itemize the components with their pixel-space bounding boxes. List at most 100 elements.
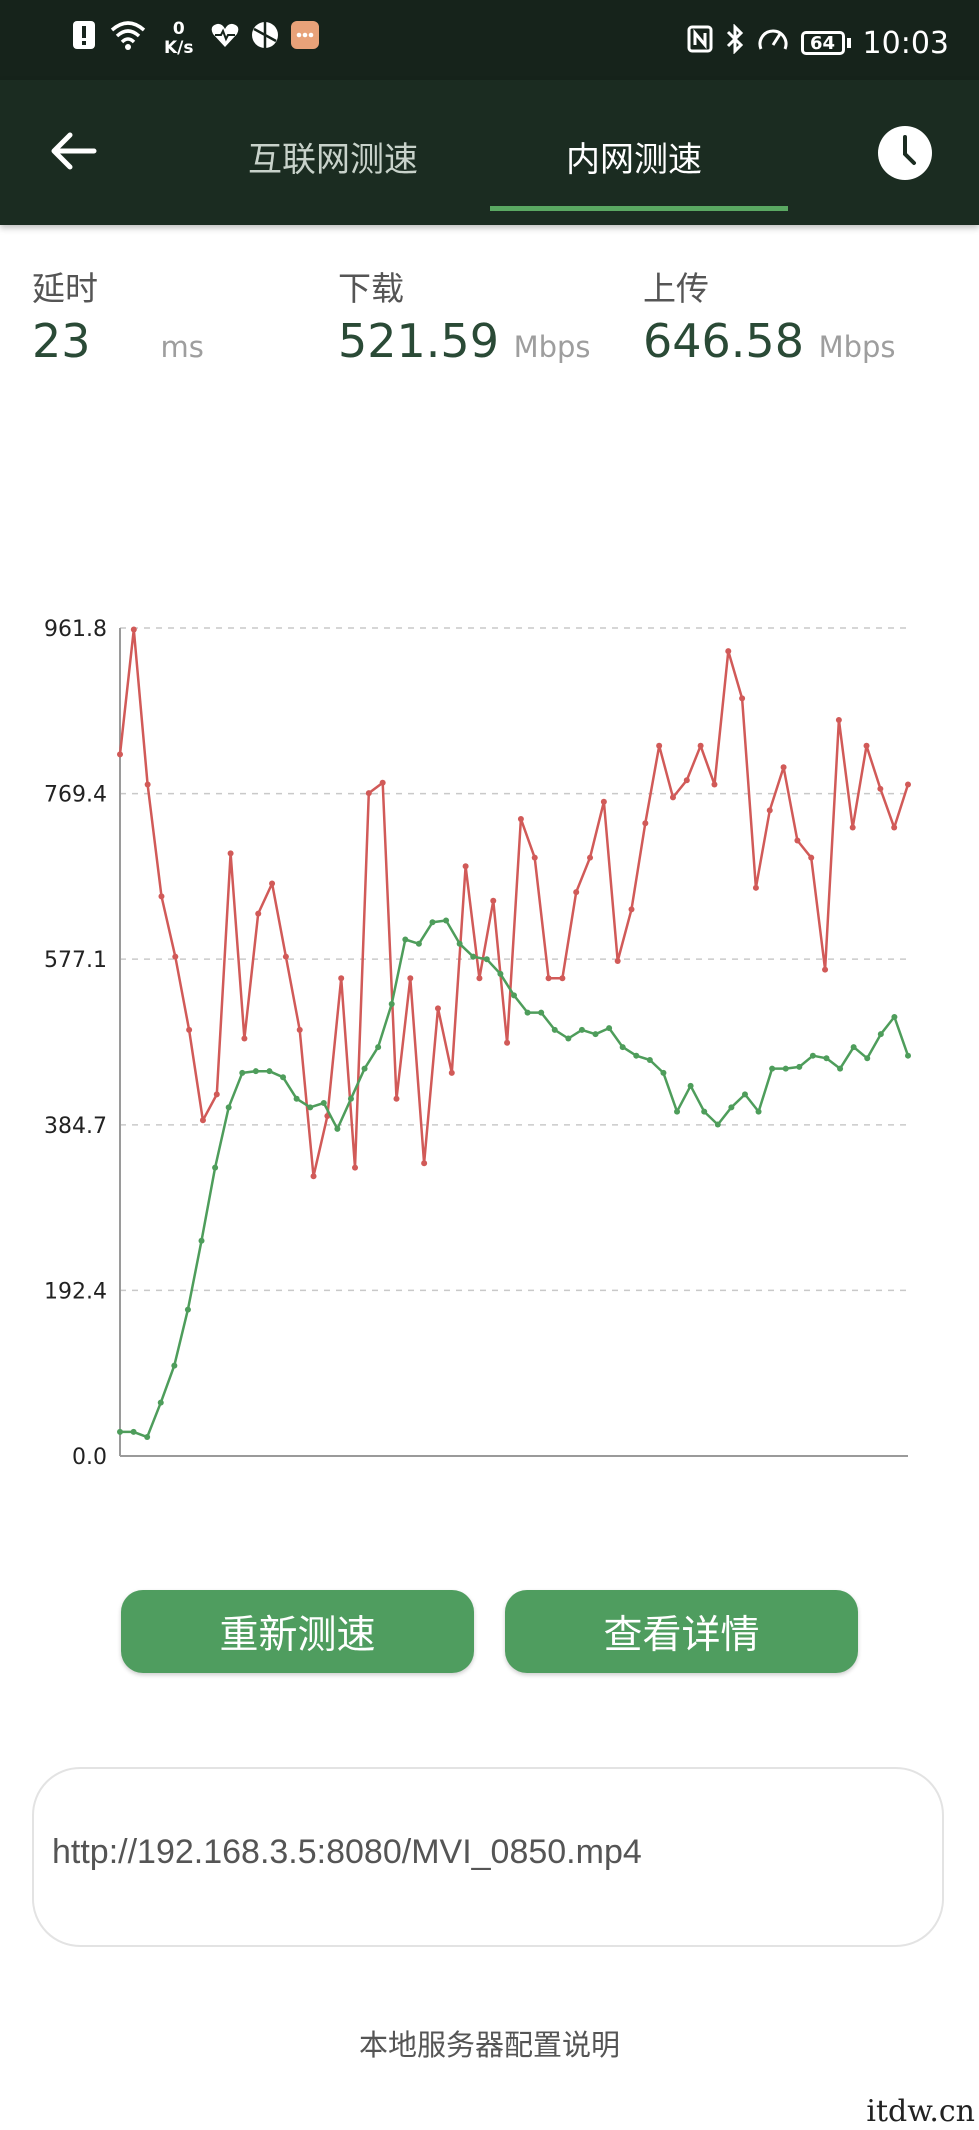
y-tick-label: 961.8 [44, 617, 107, 642]
battery-tip [846, 38, 851, 48]
data-point [476, 975, 483, 982]
data-point [434, 1005, 441, 1012]
data-point [628, 906, 635, 913]
download-unit: Mbps [513, 330, 591, 364]
latency-label: 延时 [32, 269, 98, 308]
local-server-config-link[interactable]: 本地服务器配置说明 [358, 2028, 620, 2062]
data-point [741, 1091, 748, 1098]
data-point [144, 781, 151, 788]
data-point [809, 1052, 816, 1059]
data-point [421, 1160, 428, 1167]
data-point [531, 854, 538, 861]
data-point [711, 781, 718, 788]
upload-value: 646.58 [643, 314, 804, 368]
data-point [837, 1065, 844, 1072]
network-speed-unit: K/s [164, 38, 194, 58]
data-point [239, 1069, 246, 1076]
bluetooth-icon [725, 23, 745, 62]
data-point [538, 1009, 545, 1016]
data-point [361, 1065, 368, 1072]
battery-level: 64 [800, 31, 845, 55]
speed-icon [757, 25, 789, 61]
retest-button[interactable]: 重新测速 [121, 1590, 474, 1673]
upload-unit: Mbps [818, 330, 896, 364]
data-point [545, 975, 552, 982]
data-point [186, 1026, 193, 1033]
data-point [683, 777, 690, 784]
data-point [808, 854, 815, 861]
back-arrow-icon[interactable] [48, 126, 98, 176]
y-tick-label: 577.1 [44, 948, 107, 973]
data-point [483, 956, 490, 963]
data-point [266, 1068, 273, 1075]
network-speed: 0 K/s [164, 20, 194, 58]
data-point [429, 919, 436, 926]
data-point [388, 1001, 395, 1008]
data-point [551, 1026, 558, 1033]
y-tick-label: 192.4 [44, 1279, 107, 1304]
data-point [365, 790, 372, 797]
data-point [517, 815, 524, 822]
data-point [184, 1306, 191, 1313]
data-point [255, 910, 262, 917]
data-point [320, 1100, 327, 1107]
data-point [497, 970, 504, 977]
latency-unit: ms [160, 330, 204, 364]
data-point [241, 1035, 248, 1042]
tab-lan-speed-test[interactable]: 内网测速 [566, 140, 702, 180]
data-point [766, 807, 773, 814]
data-point [282, 953, 289, 960]
upload-label: 上传 [643, 269, 709, 308]
data-point [172, 953, 179, 960]
data-point [780, 764, 787, 771]
data-point [158, 893, 165, 900]
data-point [198, 1237, 205, 1244]
data-point [850, 1044, 857, 1051]
data-point [835, 716, 842, 723]
data-point [334, 1125, 341, 1132]
latency-value-row: 23 ms [32, 314, 204, 368]
data-point [769, 1065, 776, 1072]
data-point [393, 1095, 400, 1102]
data-point [755, 1108, 762, 1115]
active-tab-indicator [490, 206, 788, 211]
heart-health-icon [210, 21, 240, 57]
data-point [752, 884, 759, 891]
data-point [782, 1065, 789, 1072]
data-point [402, 936, 409, 943]
data-point [578, 1026, 585, 1033]
data-point [212, 1164, 219, 1171]
upload-metric: 上传 646.58 Mbps [643, 262, 896, 368]
data-point [728, 1104, 735, 1111]
data-point [891, 1013, 898, 1020]
battery-icon: 64 [800, 31, 851, 55]
data-point [511, 992, 517, 999]
latency-value: 23 [32, 314, 91, 368]
data-point [864, 1055, 871, 1062]
data-point [462, 863, 469, 870]
app-bar: 互联网测速 内网测速 [0, 80, 979, 225]
data-point [375, 1044, 382, 1051]
data-point [171, 1362, 178, 1369]
data-point [701, 1108, 708, 1115]
data-point [269, 880, 276, 887]
data-point [307, 1104, 314, 1111]
tab-internet-speed-test[interactable]: 互联网测速 [248, 140, 418, 180]
url-field[interactable]: http://192.168.3.5:8080/MVI_0850.mp4 [32, 1767, 944, 1947]
data-point [470, 953, 477, 960]
data-point [565, 1035, 572, 1042]
download-label: 下载 [338, 269, 404, 308]
data-point [822, 966, 829, 973]
data-point [524, 1009, 531, 1016]
data-point [310, 1173, 317, 1180]
history-clock-icon[interactable] [876, 124, 934, 182]
data-point [227, 850, 234, 857]
data-point [697, 742, 704, 749]
view-details-button[interactable]: 查看详情 [505, 1590, 858, 1673]
clock-time: 10:03 [862, 25, 949, 61]
y-tick-label: 0.0 [72, 1445, 107, 1470]
data-point [456, 940, 463, 947]
data-point [606, 1025, 613, 1032]
data-point [633, 1052, 640, 1059]
url-text: http://192.168.3.5:8080/MVI_0850.mp4 [52, 1833, 642, 1871]
